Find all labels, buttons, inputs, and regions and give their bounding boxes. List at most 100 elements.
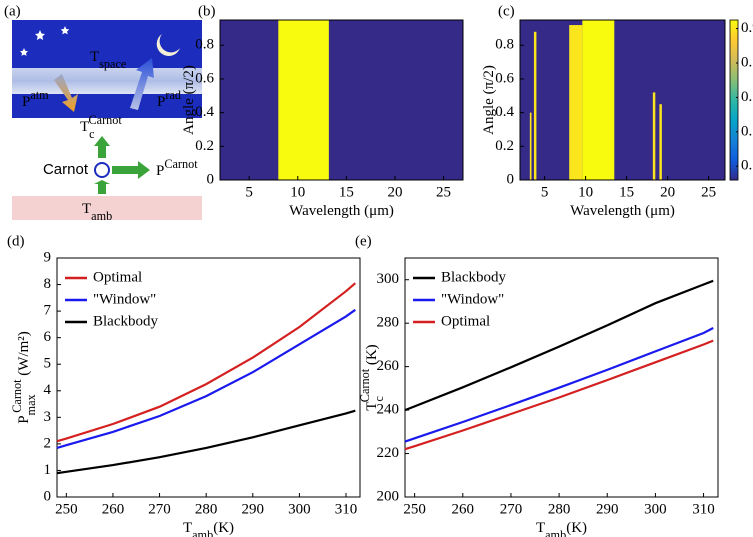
heatmap-cell [278,20,329,180]
label-part: Wavelength (μm) [570,203,675,219]
heatmap-cell [533,31,537,180]
label: Tamb(K) [536,520,587,537]
colorbar-step [730,120,738,125]
y-tick-label: 5 [44,356,52,372]
y-tick-label: 220 [377,445,400,461]
moon [156,34,180,56]
legend-label: "Window" [93,291,156,307]
label-part: (W/m²) [16,331,32,379]
label-part: amb [192,528,213,537]
y-tick-label: 1 [44,462,52,478]
label-part: (K) [364,344,380,369]
colorbar-step [730,164,738,169]
panel-a-art [12,20,202,220]
colorbar-step [730,100,738,105]
colorbar-step [730,132,738,137]
colorbar-step [730,84,738,89]
x-tick-label: 10 [290,184,305,200]
label-part: P [156,163,164,179]
x-tick-label: 300 [288,501,311,517]
label-part: P [157,94,165,110]
heatmap-background [220,20,463,180]
label-part: c [89,127,95,141]
label-part: amb [545,528,566,537]
label-part: rad [165,88,181,102]
legend-label: "Window" [441,291,504,307]
colorbar-step [730,156,738,161]
x-tick-label: 290 [596,501,619,517]
x-tick-label: 300 [644,501,667,517]
label-part: T [536,520,545,536]
panel-label: (e) [355,233,372,249]
line-series [56,308,356,449]
legend-label: Optimal [93,269,142,285]
arrow-rad [130,58,154,110]
panel-label: (c) [498,3,515,19]
colorbar-step [730,76,738,81]
label: Wavelength (μm) [570,203,675,219]
y-tick-label: 0.8 [495,37,514,53]
label-part: Wavelength (μm) [289,203,394,219]
radiator [12,94,202,118]
y-tick-label: 300 [377,271,400,287]
colorbar-step [730,172,738,177]
x-tick-label: 270 [500,501,523,517]
y-tick-label: 9 [44,249,52,265]
carnot-label: Carnot [43,161,89,178]
label: Tspace [90,49,126,70]
label-part: amb [91,209,112,223]
colorbar-step [730,92,738,97]
label-part: T [90,49,99,65]
y-tick-label: 0.4 [195,104,214,120]
x-tick-label: 5 [541,184,549,200]
x-tick-label: 20 [387,184,402,200]
stars [20,26,70,56]
arrow-in [94,180,110,194]
colorbar-tick-label: 0.3 [741,123,753,139]
label-part: max [24,394,38,415]
label: PCarnot [156,157,198,180]
label-part: Carnot [88,113,122,127]
x-tick-label: 270 [148,501,171,517]
colorbar-tick-label: 0.1 [741,158,753,174]
y-tick-label: 4 [44,382,52,398]
x-tick-label: 25 [436,184,451,200]
label: Wavelength (μm) [289,203,394,219]
colorbar-step [730,64,738,69]
colorbar-tick-label: 0.9 [741,20,753,36]
carnot-engine [94,162,110,178]
y-tick-label: 0 [207,171,215,187]
colorbar-step [730,80,738,85]
x-tick-label: 310 [335,501,358,517]
y-tick-label: 280 [377,315,400,331]
arrow-up [94,136,110,158]
label-part: c [372,396,386,402]
label-part: T [364,402,380,411]
colorbar-step [730,52,738,57]
y-tick-label: 0.2 [195,138,214,154]
colorbar-frame [729,19,739,181]
x-tick-label: 250 [403,501,426,517]
arrow-right [112,161,150,179]
plot-frame [219,19,464,181]
colorbar-tick-label: 0.7 [741,54,753,70]
y-tick-label: 260 [377,358,400,374]
colorbar-step [730,176,738,181]
colorbar-step [730,148,738,153]
y-tick-label: 200 [377,488,400,504]
legend-label: Blackbody [441,269,506,285]
panel-label: (d) [7,233,25,249]
label: Tamb [82,201,112,222]
label: Angle (π/2) [481,65,497,135]
colorbar-step [730,96,738,101]
line-series [404,339,714,451]
label-part: P [16,415,32,423]
y-tick-label: 0.6 [195,70,214,86]
label-part: Carnot [164,157,198,171]
x-tick-label: 260 [102,501,125,517]
label: Prad [157,88,181,111]
x-tick-label: 20 [660,184,675,200]
heatmap-cell [652,92,656,180]
y-tick-label: 0.8 [195,37,214,53]
label: PmaxCarnot (W/m²) [10,331,38,424]
